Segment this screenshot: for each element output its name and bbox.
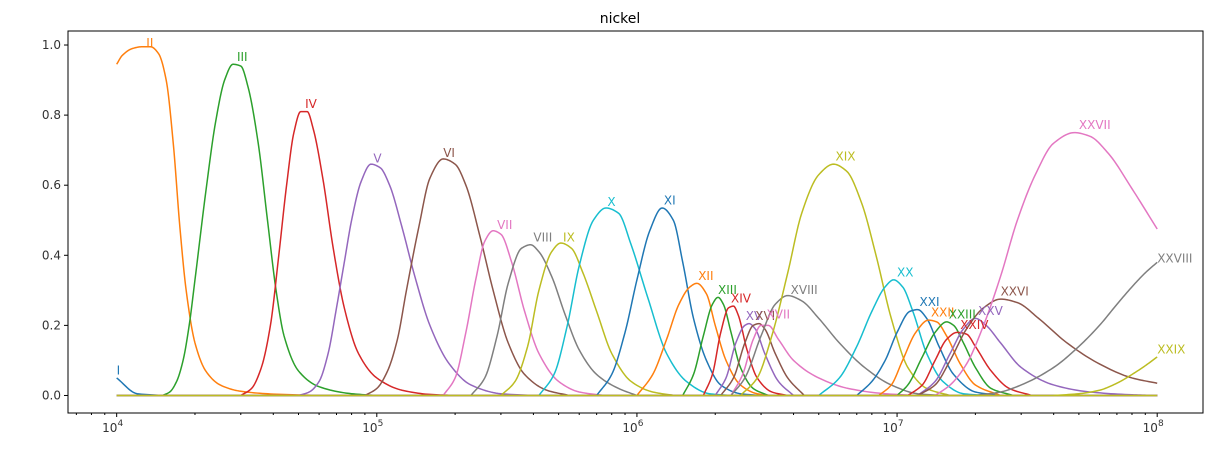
x-tick-label: 107 [883,419,904,435]
series-label: XXII [931,306,955,320]
x-tick-exponent: 8 [1158,419,1164,429]
series-line-xxii [878,319,1001,397]
x-tick-exponent: 4 [117,419,123,429]
series-line-xvii [730,324,918,397]
series-label: XIX [836,150,856,164]
series-label: XXVI [1001,285,1029,299]
series-label: IV [305,97,318,111]
y-axis: 0.0 0.2 0.4 0.6 0.8 1.0 [42,38,68,402]
series-label: XXVII [1079,118,1111,132]
series-label: XIV [731,292,752,306]
series-line-viii [470,244,638,397]
y-tick-label: 0.6 [42,178,61,192]
x-tick-label: 104 [102,419,123,435]
series-label: XXIV [960,318,989,332]
series-label: XVII [767,307,791,321]
series-label: VIII [533,230,552,244]
x-tick-base: 10 [622,421,637,435]
series-line-xxix [1053,356,1158,397]
series-line-vi [364,158,570,397]
series-line-v [298,163,534,397]
series-line-xxv [917,317,1158,397]
series-line-xxvii [934,131,1158,397]
series-line-i [116,377,163,397]
x-tick-base: 10 [883,421,898,435]
series-label: XXIII [949,307,976,321]
series-line-ii [116,46,320,397]
series-line-xx [818,279,987,397]
x-axis: 104 105 106 107 108 [75,413,1164,435]
series-label: XVIII [791,283,818,297]
series-label: XXI [920,295,940,309]
series-layer [116,46,1158,397]
series-label: VII [497,218,512,232]
y-tick-label: 0.2 [42,318,61,332]
series-line-xxiv [907,331,1033,397]
series-label: X [607,195,615,209]
chart-title: nickel [600,11,641,27]
series-label: XX [897,265,913,279]
x-tick-exponent: 5 [378,419,384,429]
y-tick-label: 0.4 [42,248,61,262]
series-line-xviii [730,294,943,397]
series-label: III [237,50,248,64]
series-line-xiv [702,305,788,397]
series-line-xi [596,207,762,397]
series-label: XII [698,269,713,283]
series-label: V [373,151,382,165]
series-label: IX [563,230,575,244]
series-line-xxiii [896,321,1014,397]
series-label: II [146,36,153,50]
series-line-x [538,207,732,397]
series-line-xxi [856,308,1001,397]
series-label: XXIX [1157,342,1185,356]
series-line-vii [442,230,605,397]
series-line-ix [500,242,676,397]
series-line-iv [240,110,456,397]
plot-frame [67,30,1204,414]
series-line-xv [714,322,795,397]
series-label: XXV [978,304,1003,318]
y-tick-label: 1.0 [42,38,61,52]
series-line-iii [162,63,377,397]
x-tick-exponent: 7 [898,419,904,429]
series-line-xii [636,282,772,397]
series-line-xix [739,163,951,397]
y-tick-label: 0.8 [42,108,61,122]
series-label: XI [664,193,676,207]
x-tick-label: 108 [1143,419,1164,435]
x-tick-base: 10 [1143,421,1158,435]
x-tick-exponent: 6 [638,419,644,429]
y-tick-label: 0.0 [42,388,61,402]
series-label: I [117,363,121,377]
series-line-xxviii [975,261,1158,397]
series-label: XXVIII [1157,251,1192,265]
series-line-xvi [720,322,805,397]
x-tick-base: 10 [102,421,117,435]
series-label: VI [443,146,455,160]
x-tick-base: 10 [362,421,377,435]
series-line-xiii [682,296,769,397]
x-tick-label: 106 [622,419,643,435]
series-label: XV [746,309,763,323]
series-line-xxvi [917,298,1158,397]
series-label: XIII [718,283,737,297]
series-label: XVI [755,309,775,323]
x-tick-label: 105 [362,419,383,435]
